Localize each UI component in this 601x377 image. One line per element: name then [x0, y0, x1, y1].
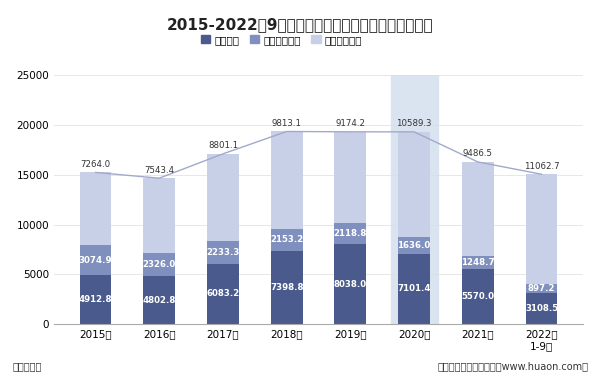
Bar: [79, 275, 111, 324]
Bar: [462, 269, 494, 324]
Bar: [398, 132, 430, 237]
Text: 4802.8: 4802.8: [142, 296, 176, 305]
Bar: [79, 172, 111, 245]
Legend: 住宅用地, 商服办公用地, 工业仓储用地: 住宅用地, 商服办公用地, 工业仓储用地: [197, 31, 367, 49]
Text: 1248.7: 1248.7: [461, 258, 495, 267]
Bar: [207, 264, 239, 324]
Text: 2326.0: 2326.0: [142, 261, 176, 269]
Text: 9174.2: 9174.2: [335, 120, 365, 128]
Bar: [462, 162, 494, 256]
Text: 4912.8: 4912.8: [79, 295, 112, 304]
Bar: [462, 256, 494, 269]
Text: 8801.1: 8801.1: [208, 141, 238, 150]
Bar: [335, 132, 367, 223]
Text: 7398.8: 7398.8: [270, 283, 304, 292]
Bar: [143, 178, 175, 253]
Bar: [207, 154, 239, 241]
Text: 2118.8: 2118.8: [334, 229, 367, 238]
Text: 2015-2022年9月安徽省三类用地出让土地面积统计图: 2015-2022年9月安徽省三类用地出让土地面积统计图: [167, 17, 434, 32]
Text: 9486.5: 9486.5: [463, 149, 493, 158]
Text: 5570.0: 5570.0: [462, 292, 495, 301]
Text: 制图：华经产业研究院（www.huaon.com）: 制图：华经产业研究院（www.huaon.com）: [438, 361, 589, 371]
Bar: [526, 293, 558, 324]
Bar: [398, 254, 430, 324]
Bar: [207, 241, 239, 264]
Text: 7264.0: 7264.0: [81, 160, 111, 169]
Bar: [335, 244, 367, 324]
Text: 10589.3: 10589.3: [397, 120, 432, 129]
Bar: [391, 75, 438, 324]
Text: 7543.4: 7543.4: [144, 166, 174, 175]
Bar: [143, 276, 175, 324]
Bar: [143, 253, 175, 276]
Text: 3108.5: 3108.5: [525, 304, 558, 313]
Bar: [526, 284, 558, 293]
Text: 8038.0: 8038.0: [334, 280, 367, 289]
Text: 897.2: 897.2: [528, 284, 555, 293]
Text: 单位：万㎡: 单位：万㎡: [12, 361, 41, 371]
Bar: [79, 245, 111, 275]
Text: 2153.2: 2153.2: [270, 235, 304, 244]
Bar: [526, 174, 558, 284]
Bar: [398, 237, 430, 254]
Bar: [270, 132, 302, 229]
Text: 11062.7: 11062.7: [523, 162, 560, 171]
Bar: [270, 251, 302, 324]
Text: 3074.9: 3074.9: [79, 256, 112, 265]
Text: 9813.1: 9813.1: [272, 119, 302, 128]
Text: 1636.0: 1636.0: [397, 241, 431, 250]
Text: 2233.3: 2233.3: [206, 248, 240, 257]
Text: 7101.4: 7101.4: [397, 284, 431, 293]
Bar: [335, 223, 367, 244]
Bar: [270, 229, 302, 251]
Text: 6083.2: 6083.2: [206, 290, 240, 299]
